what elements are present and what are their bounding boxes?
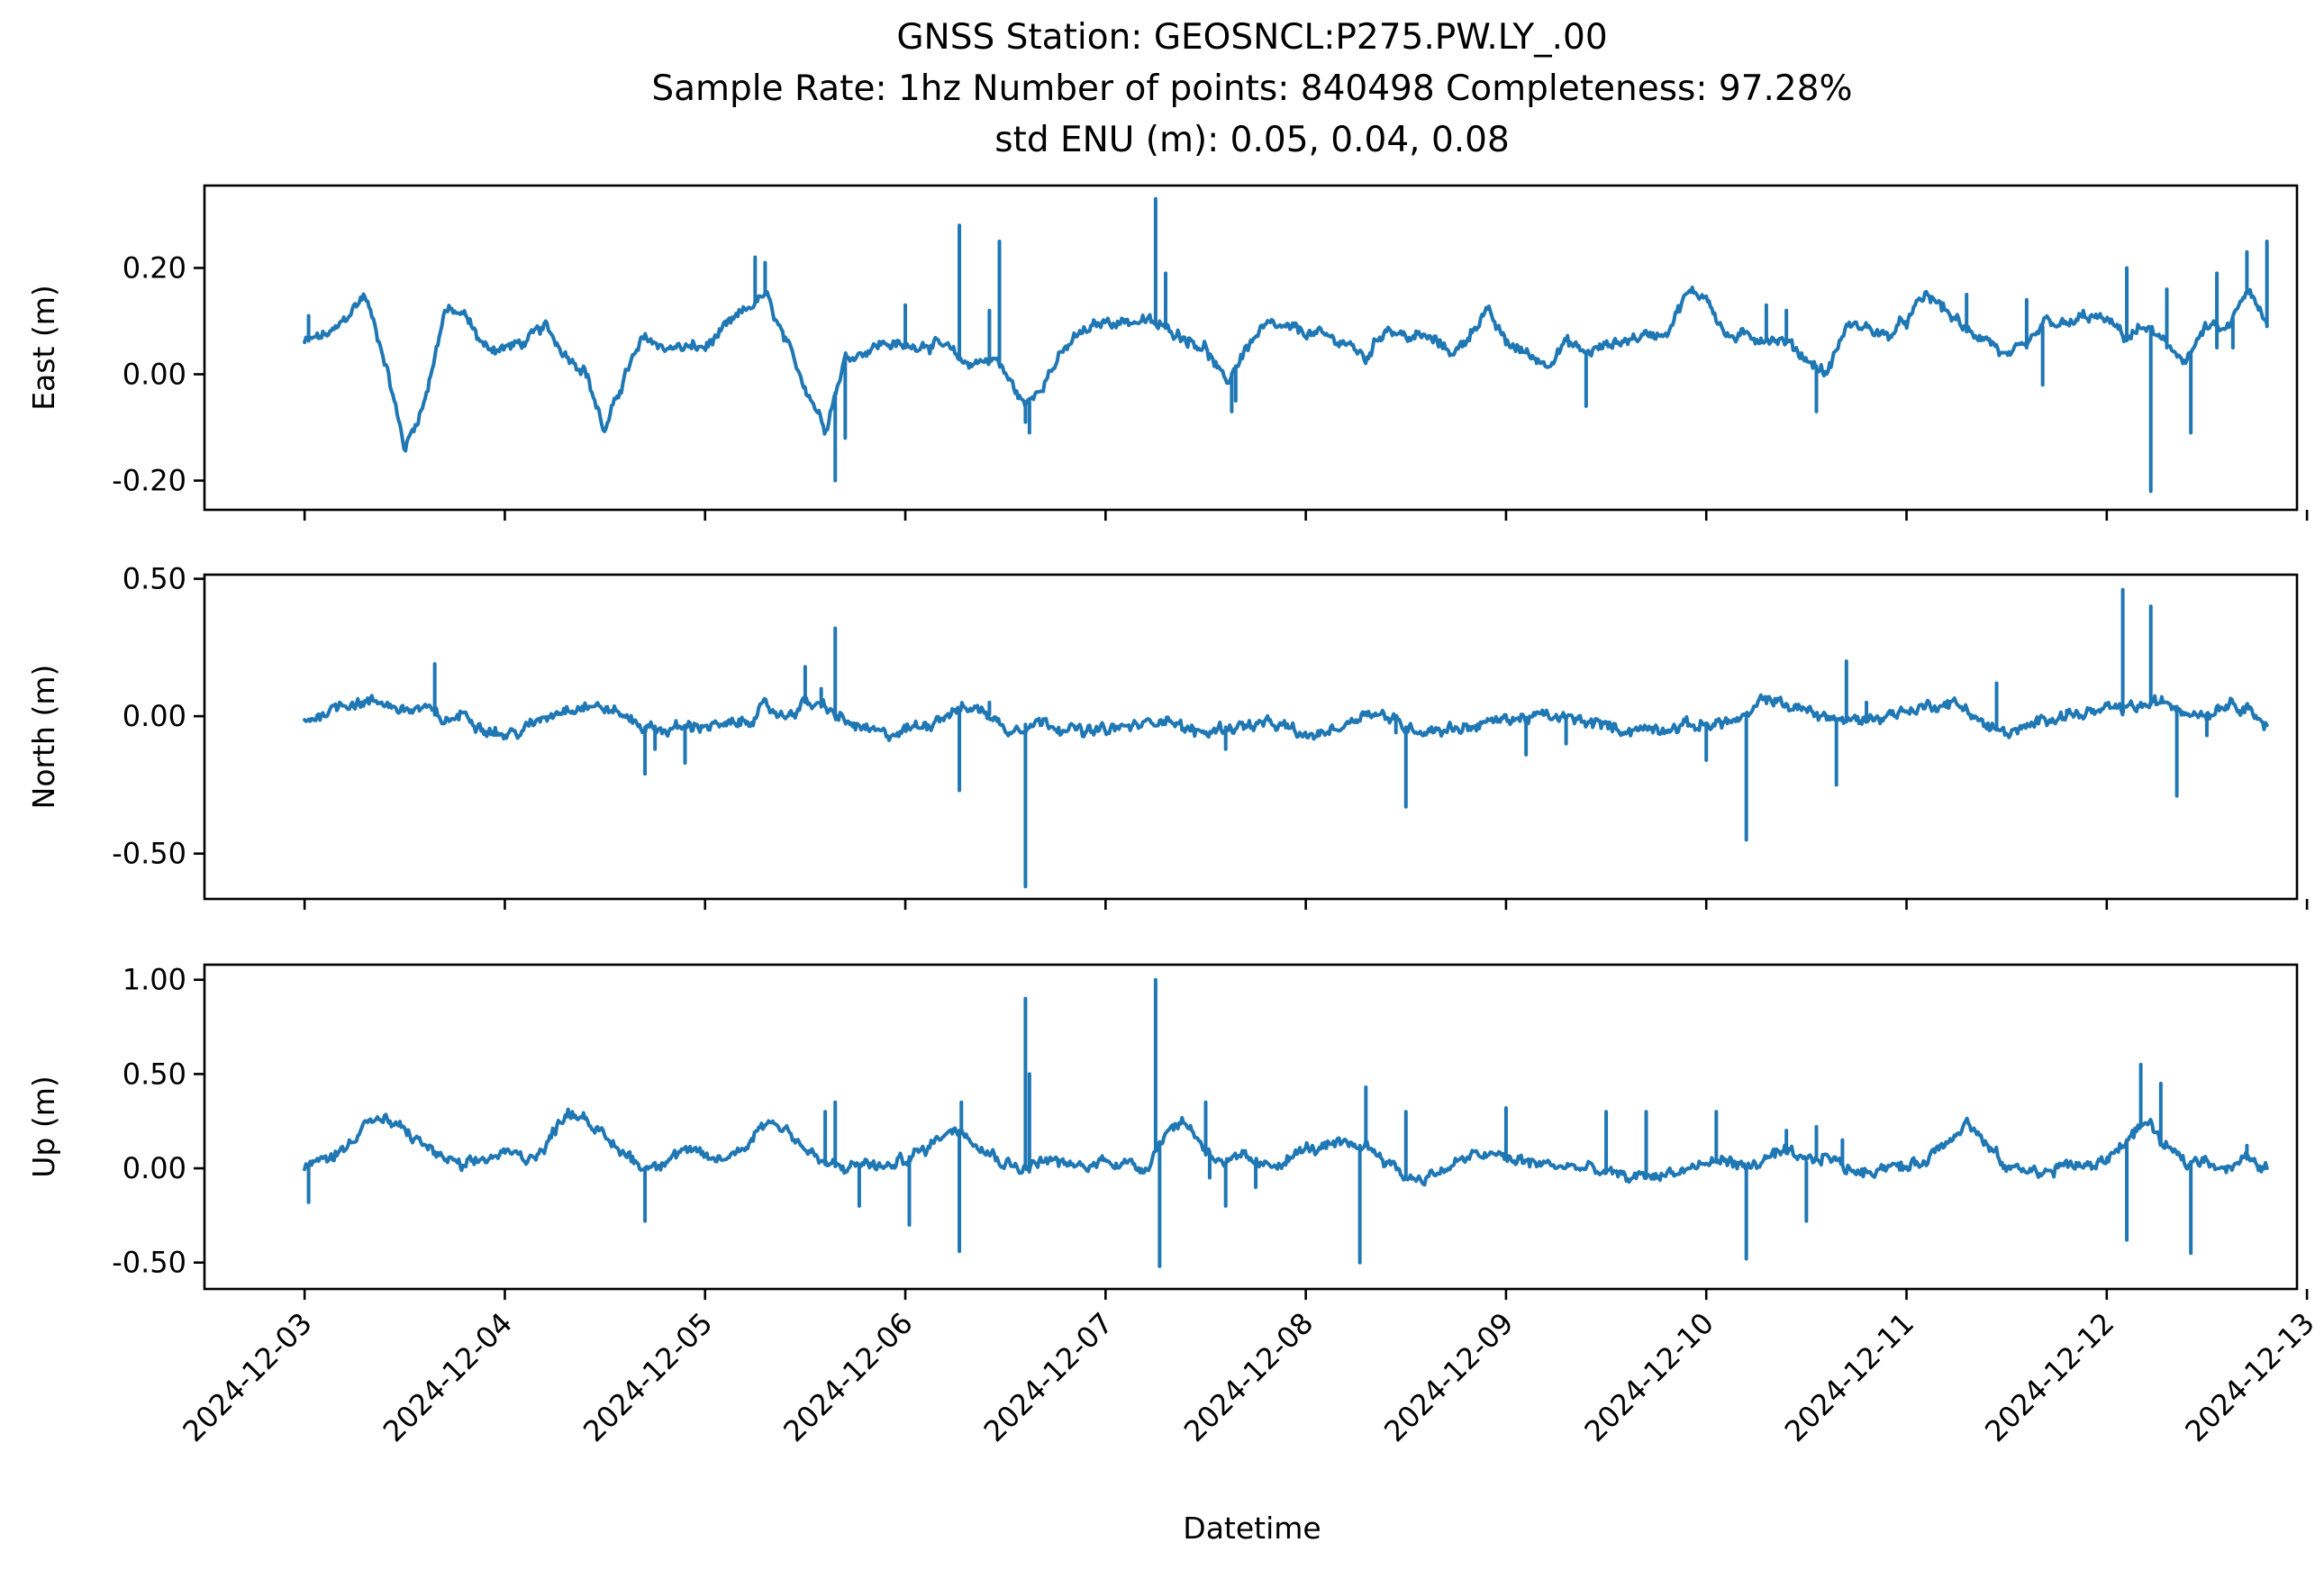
panel-east: 0.20 0.00 -0.20 East (m) [26,184,2309,521]
series-group-north [303,587,2269,889]
y-tick-label-east-1: 0.00 [123,358,186,392]
y-axis-label-north: North (m) [26,665,61,810]
title-line-1: GNSS Station: GEOSNCL:P275.PW.LY_.00 [896,17,1607,58]
y-tick-label-north-0: 0.50 [123,562,186,596]
x-axis-label: Datetime [1183,1511,1321,1546]
series-line-up [303,1107,2269,1187]
y-tick-label-up-1: 0.50 [123,1057,186,1091]
series-group-up [303,977,2269,1268]
panel-frame-up [203,963,2299,1291]
y-tick-label-up-3: -0.50 [112,1246,186,1280]
panel-up: 1.00 0.50 0.00 -0.50 Up (m) [26,963,2309,1300]
y-tick-label-north-1: 0.00 [123,699,186,733]
series-line-east [303,286,2269,453]
series-group-east [303,196,2269,494]
y-axis-label-up: Up (m) [26,1075,61,1178]
title-line-2: Sample Rate: 1hz Number of points: 84049… [651,68,1852,109]
panel-frame-east [203,184,2299,512]
panel-frame-north [203,573,2299,901]
y-tick-label-up-2: 0.00 [123,1151,186,1185]
y-tick-label-north-2: -0.50 [112,837,186,871]
title-line-3: std ENU (m): 0.05, 0.04, 0.08 [994,120,1510,160]
y-tick-label-east-2: -0.20 [112,464,186,498]
y-tick-label-east-0: 0.20 [123,250,186,285]
panel-north: 0.50 0.00 -0.50 North (m) [26,562,2309,910]
y-axis-label-east: East (m) [26,285,61,411]
series-line-north [303,693,2269,742]
y-tick-label-up-0: 1.00 [123,963,186,997]
